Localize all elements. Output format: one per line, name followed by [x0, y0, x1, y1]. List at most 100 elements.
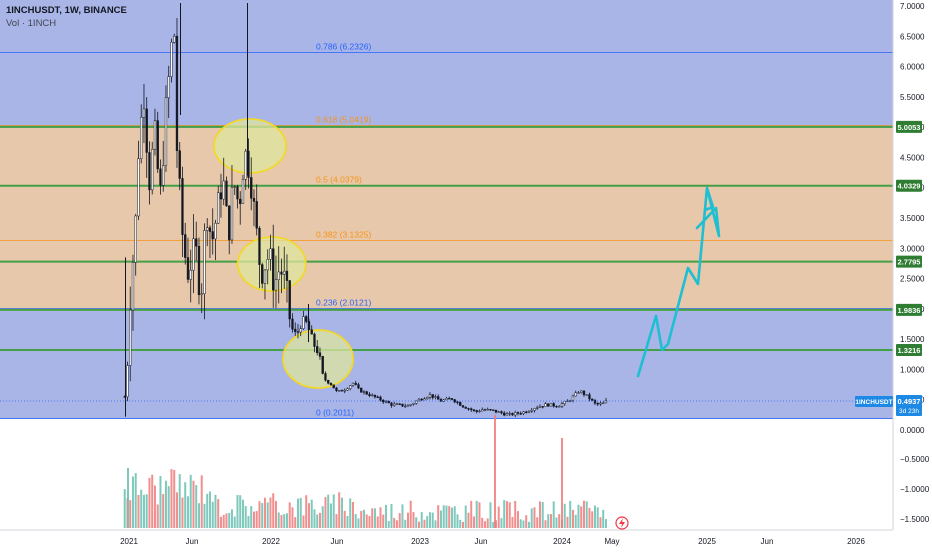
- candle-body: [217, 192, 220, 224]
- candle-body: [343, 389, 346, 392]
- volume-bar: [175, 492, 178, 528]
- candle: [412, 402, 415, 406]
- volume-tick-label: −1.5000: [900, 515, 930, 524]
- volume-bar: [508, 502, 511, 528]
- candle: [505, 411, 509, 416]
- volume-bar: [478, 502, 481, 528]
- candle: [332, 384, 335, 389]
- candle: [445, 396, 448, 401]
- candle-body: [351, 382, 355, 386]
- volume-bar: [211, 501, 214, 528]
- candle: [340, 389, 344, 392]
- volume-bar: [530, 508, 533, 528]
- candle: [481, 407, 484, 412]
- candle: [379, 395, 382, 402]
- level-price-label: 4.0329: [898, 182, 921, 191]
- volume-bar: [258, 501, 261, 528]
- candle-body: [241, 178, 245, 204]
- candle-body: [483, 409, 487, 411]
- candle: [415, 400, 418, 405]
- volume-bar: [376, 516, 379, 528]
- candle: [492, 409, 495, 412]
- candle: [343, 388, 346, 394]
- candle-body: [236, 186, 239, 200]
- candle-body: [219, 192, 223, 200]
- candle: [269, 234, 272, 271]
- candle-body: [404, 405, 407, 408]
- volume-bar: [481, 517, 484, 528]
- candle-body: [148, 152, 151, 191]
- highlight-circle: [282, 329, 354, 389]
- candle: [417, 397, 421, 402]
- candle-body: [552, 403, 555, 407]
- volume-bar: [591, 511, 594, 528]
- candle-body: [173, 35, 176, 43]
- candle: [164, 85, 168, 172]
- volume-bar: [307, 503, 310, 528]
- volume-bar: [470, 500, 473, 528]
- candle-body: [428, 394, 432, 398]
- candle: [503, 411, 506, 417]
- candle-body: [250, 177, 253, 199]
- current-price-label: 0.4937: [898, 397, 921, 406]
- volume-bar: [156, 504, 159, 528]
- volume-bar: [332, 494, 335, 528]
- volume-bar: [580, 506, 583, 528]
- volume-bar: [599, 517, 602, 528]
- candle: [541, 406, 544, 409]
- volume-bar: [467, 512, 470, 528]
- projection-arrow: [636, 186, 721, 378]
- volume-bar: [239, 495, 242, 528]
- candle-body: [126, 365, 129, 397]
- candle-body: [255, 201, 258, 229]
- volume-bar: [514, 500, 517, 528]
- fib-level-layer: 0.786 (6.2326) 0.618 (5.0419) 0.5 (4.0379)…: [0, 42, 893, 419]
- fib-label: 0 (0.2011): [316, 408, 354, 418]
- volume-bar: [195, 485, 198, 528]
- candle-body: [445, 398, 448, 401]
- candle: [456, 400, 459, 405]
- volume-bar: [401, 504, 404, 528]
- level-price-tag: [896, 343, 922, 356]
- candle-body: [415, 400, 418, 404]
- volume-bar: [173, 469, 176, 528]
- volume-bar: [431, 512, 434, 528]
- volume-bar: [324, 497, 327, 528]
- time-axis[interactable]: 2021 Jun 2022 Jun 2023 Jun 2024 May 2025 Jun 2026: [0, 529, 893, 546]
- candle: [362, 390, 366, 395]
- candle-body: [252, 197, 256, 202]
- price-tick-label: 7.0000: [900, 2, 925, 11]
- candle-body: [321, 356, 324, 374]
- volume-bar: [192, 480, 195, 528]
- candle: [508, 411, 511, 417]
- flash-icon[interactable]: [615, 516, 629, 530]
- volume-bar: [272, 493, 275, 528]
- volume-bar: [299, 497, 302, 528]
- candle-body: [211, 231, 214, 240]
- zone-layer: [0, 0, 893, 419]
- candle-body: [555, 405, 558, 408]
- volume-bar: [233, 516, 236, 528]
- volume-bar: [137, 494, 140, 528]
- candle-body: [472, 409, 476, 411]
- volume-bar: [472, 516, 475, 528]
- candle: [203, 223, 206, 320]
- candle-body: [533, 408, 536, 411]
- candle-body: [461, 405, 465, 408]
- volume-bar: [483, 521, 486, 528]
- candle: [219, 173, 223, 218]
- volume-bar: [558, 514, 561, 528]
- candle: [585, 394, 588, 396]
- candle: [335, 386, 338, 393]
- candle: [604, 397, 608, 404]
- volume-bar: [571, 509, 574, 528]
- candle-body: [519, 413, 522, 415]
- candle: [283, 246, 286, 289]
- volume-layer: [123, 415, 607, 528]
- candle-body: [538, 406, 542, 408]
- level-price-tag: [896, 120, 922, 133]
- candle-body: [318, 352, 322, 357]
- candle-body: [423, 398, 426, 401]
- candle-body: [285, 270, 289, 281]
